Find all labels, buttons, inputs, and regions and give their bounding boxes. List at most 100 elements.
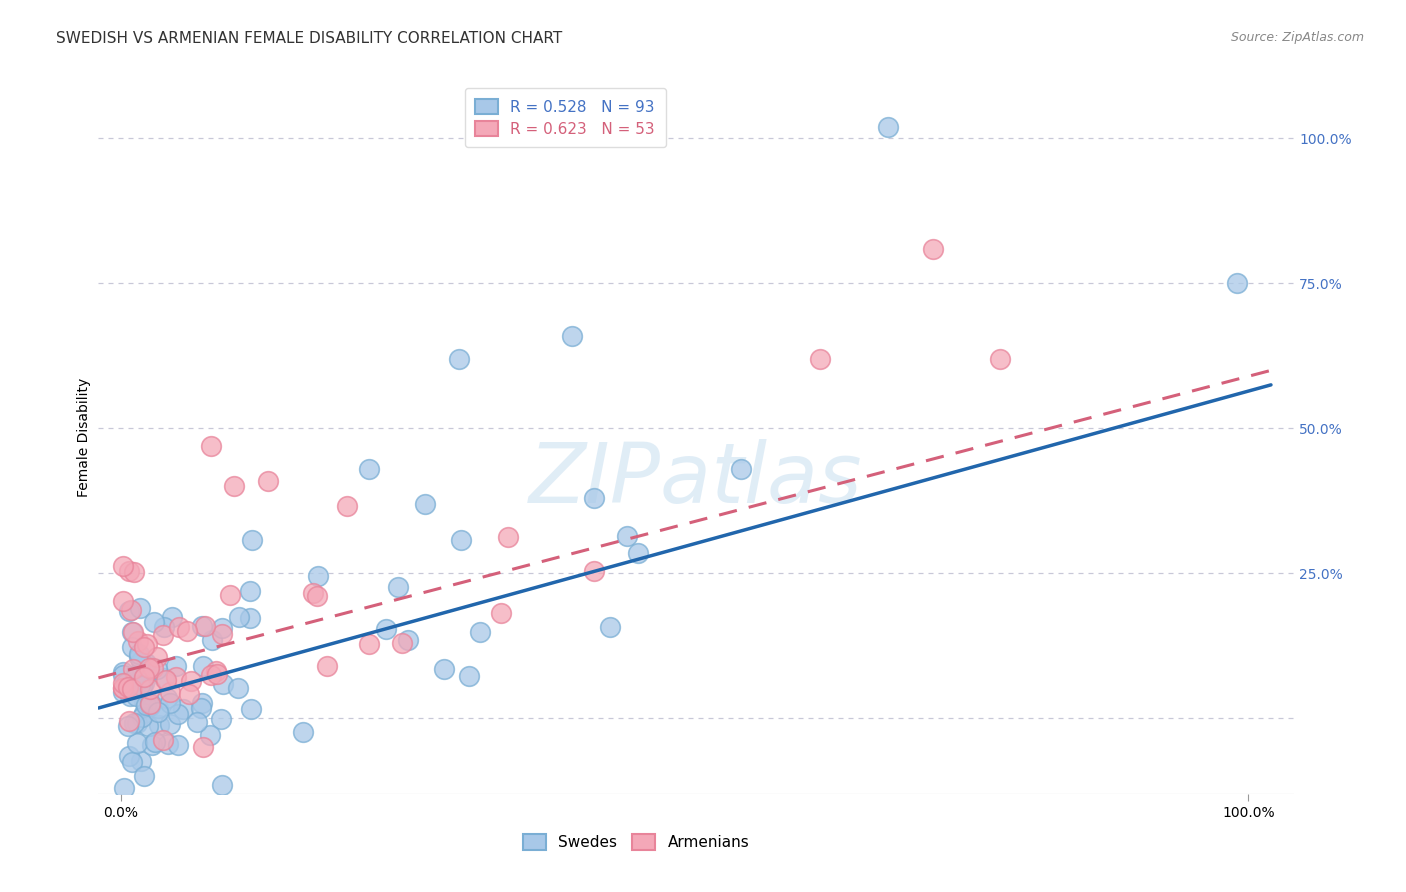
Point bbox=[240, 533, 263, 547]
Point bbox=[415, 497, 437, 511]
Point bbox=[218, 588, 240, 602]
Point bbox=[808, 351, 831, 366]
Point bbox=[200, 728, 222, 742]
Point bbox=[159, 696, 181, 710]
Point bbox=[167, 707, 190, 722]
Point bbox=[152, 628, 174, 642]
Point bbox=[396, 633, 419, 648]
Point bbox=[169, 620, 191, 634]
Point bbox=[138, 660, 160, 674]
Point bbox=[180, 674, 202, 689]
Point bbox=[135, 698, 157, 712]
Point bbox=[209, 712, 232, 726]
Point bbox=[112, 780, 135, 795]
Point bbox=[190, 701, 212, 715]
Point bbox=[153, 671, 176, 685]
Point bbox=[583, 491, 606, 505]
Point bbox=[730, 462, 752, 476]
Point bbox=[561, 328, 583, 343]
Point bbox=[167, 738, 190, 752]
Point bbox=[125, 668, 148, 682]
Point bbox=[176, 624, 198, 638]
Point bbox=[155, 673, 177, 687]
Point bbox=[200, 439, 222, 453]
Point bbox=[138, 699, 160, 714]
Point bbox=[122, 565, 145, 579]
Point bbox=[179, 686, 201, 700]
Point bbox=[127, 715, 149, 730]
Point bbox=[112, 681, 135, 695]
Point bbox=[498, 530, 520, 544]
Point bbox=[302, 586, 325, 600]
Point bbox=[292, 724, 315, 739]
Point bbox=[200, 668, 222, 682]
Point bbox=[121, 756, 143, 770]
Point bbox=[627, 546, 650, 560]
Point bbox=[122, 624, 145, 639]
Point bbox=[139, 698, 162, 712]
Text: Source: ZipAtlas.com: Source: ZipAtlas.com bbox=[1230, 31, 1364, 45]
Text: SWEDISH VS ARMENIAN FEMALE DISABILITY CORRELATION CHART: SWEDISH VS ARMENIAN FEMALE DISABILITY CO… bbox=[56, 31, 562, 46]
Point bbox=[211, 627, 233, 641]
Point bbox=[921, 242, 943, 256]
Point bbox=[142, 615, 165, 629]
Point bbox=[136, 659, 159, 673]
Point bbox=[139, 682, 162, 697]
Point bbox=[616, 529, 638, 543]
Point bbox=[191, 696, 214, 710]
Point bbox=[307, 569, 329, 583]
Point bbox=[450, 533, 472, 547]
Point bbox=[387, 580, 409, 594]
Point bbox=[128, 647, 150, 661]
Point bbox=[121, 625, 143, 640]
Point bbox=[449, 351, 471, 366]
Point bbox=[118, 714, 141, 728]
Point bbox=[146, 662, 169, 676]
Point bbox=[143, 735, 166, 749]
Point bbox=[112, 668, 135, 682]
Point bbox=[128, 601, 150, 615]
Point bbox=[112, 676, 135, 690]
Point bbox=[136, 637, 159, 651]
Point bbox=[132, 675, 155, 690]
Point bbox=[125, 736, 148, 750]
Point bbox=[153, 620, 176, 634]
Point bbox=[125, 689, 148, 703]
Point bbox=[876, 120, 898, 134]
Point bbox=[160, 609, 183, 624]
Point bbox=[112, 681, 135, 695]
Point bbox=[132, 671, 155, 685]
Point bbox=[129, 673, 152, 687]
Point bbox=[315, 659, 337, 673]
Point bbox=[205, 667, 228, 681]
Point bbox=[159, 717, 181, 731]
Text: ZIPatlas: ZIPatlas bbox=[529, 440, 863, 520]
Point bbox=[240, 702, 263, 716]
Point bbox=[357, 462, 380, 476]
Point bbox=[156, 690, 179, 705]
Point bbox=[135, 656, 157, 670]
Point bbox=[131, 679, 153, 693]
Point bbox=[128, 678, 150, 692]
Point bbox=[112, 685, 135, 699]
Point bbox=[335, 499, 357, 513]
Point bbox=[131, 710, 153, 724]
Point bbox=[194, 619, 217, 633]
Point bbox=[148, 718, 170, 732]
Point bbox=[156, 737, 179, 751]
Point bbox=[239, 583, 262, 598]
Point bbox=[122, 662, 145, 676]
Point bbox=[491, 606, 513, 620]
Point bbox=[122, 715, 145, 730]
Point bbox=[165, 658, 187, 673]
Point bbox=[117, 719, 139, 733]
Point bbox=[433, 662, 456, 676]
Point bbox=[121, 640, 143, 654]
Point bbox=[120, 603, 142, 617]
Point bbox=[191, 658, 214, 673]
Point bbox=[186, 714, 208, 729]
Point bbox=[222, 479, 245, 493]
Point bbox=[117, 564, 139, 578]
Point bbox=[132, 769, 155, 783]
Point bbox=[134, 640, 156, 654]
